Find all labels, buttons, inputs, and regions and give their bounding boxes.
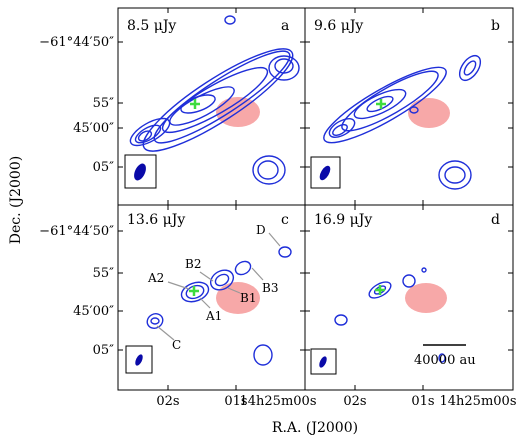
- x-tick-label: 02s: [156, 394, 179, 409]
- beam-box: [310, 156, 341, 189]
- x-tick-label: 02s: [343, 394, 366, 409]
- panel-a: [124, 15, 300, 189]
- beam: [134, 163, 146, 181]
- panel-c-letter: c: [281, 212, 289, 228]
- x-tick-label: 14h25m00s: [440, 394, 517, 409]
- panel-c: A2 B2 B3 B1 A1 C D: [125, 223, 292, 374]
- y-tick-label: −61°44′50″: [39, 35, 114, 50]
- y-tick-label: −61°44′50″: [39, 224, 114, 239]
- y-tick-labels: −61°44′50″ 55″ 45′00″ 05″ −61°44′50″ 55″…: [39, 35, 114, 358]
- contours-c: [146, 246, 292, 366]
- panel-a-letter: a: [281, 18, 289, 34]
- y-tick-label: 45′00″: [73, 121, 114, 136]
- annotation-A2: A2: [147, 271, 164, 285]
- panel-frames: [117, 7, 514, 391]
- annotation-B2: B2: [185, 257, 201, 271]
- beam-box: [125, 345, 153, 374]
- red-ellipse: [408, 98, 450, 128]
- panel-d: 40000 au: [310, 267, 476, 375]
- green-marker: [376, 99, 386, 109]
- beam-box: [310, 348, 337, 375]
- panel-b-flux: 9.6 μJy: [314, 18, 363, 34]
- panel-b-letter: b: [491, 18, 500, 34]
- red-ellipse: [405, 283, 447, 313]
- y-tick-label: 55″: [93, 266, 115, 281]
- beam: [135, 354, 143, 366]
- green-marker: [189, 286, 199, 296]
- x-tick-label: 01s: [411, 394, 434, 409]
- annotation-B3: B3: [262, 281, 278, 295]
- panel-d-flux: 16.9 μJy: [314, 212, 372, 228]
- beam: [319, 356, 327, 368]
- green-marker: [375, 285, 385, 295]
- x-tick-labels: 02s 01s 14h25m00s 02s 01s 14h25m00s: [156, 394, 516, 409]
- annotation-D: D: [256, 223, 266, 237]
- panel-b: [310, 54, 482, 190]
- beam-box: [124, 154, 157, 189]
- scale-bar-label: 40000 au: [414, 353, 476, 368]
- contours-d: [334, 267, 446, 363]
- annotation-lines: [156, 232, 281, 341]
- y-axis-label: Dec. (J2000): [8, 156, 24, 244]
- annotation-C: C: [172, 338, 181, 352]
- y-tick-label: 55″: [93, 96, 115, 111]
- annotation-A1: A1: [205, 309, 222, 323]
- y-tick-label: 05″: [93, 160, 115, 175]
- red-ellipse: [216, 282, 260, 314]
- y-tick-label: 45′00″: [73, 304, 114, 319]
- tick-marks: [118, 8, 513, 390]
- x-tick-label: 01s: [224, 394, 247, 409]
- x-axis-label: R.A. (J2000): [272, 420, 358, 436]
- contours-b: [323, 54, 482, 190]
- annotation-B1: B1: [240, 291, 256, 305]
- y-tick-label: 05″: [93, 343, 115, 358]
- x-tick-label: 14h25m00s: [240, 394, 317, 409]
- panel-c-flux: 13.6 μJy: [127, 212, 185, 228]
- panel-a-flux: 8.5 μJy: [127, 18, 176, 34]
- contours-a: [129, 15, 300, 185]
- beam: [319, 165, 331, 181]
- green-marker: [190, 99, 200, 109]
- panel-d-letter: d: [491, 212, 500, 228]
